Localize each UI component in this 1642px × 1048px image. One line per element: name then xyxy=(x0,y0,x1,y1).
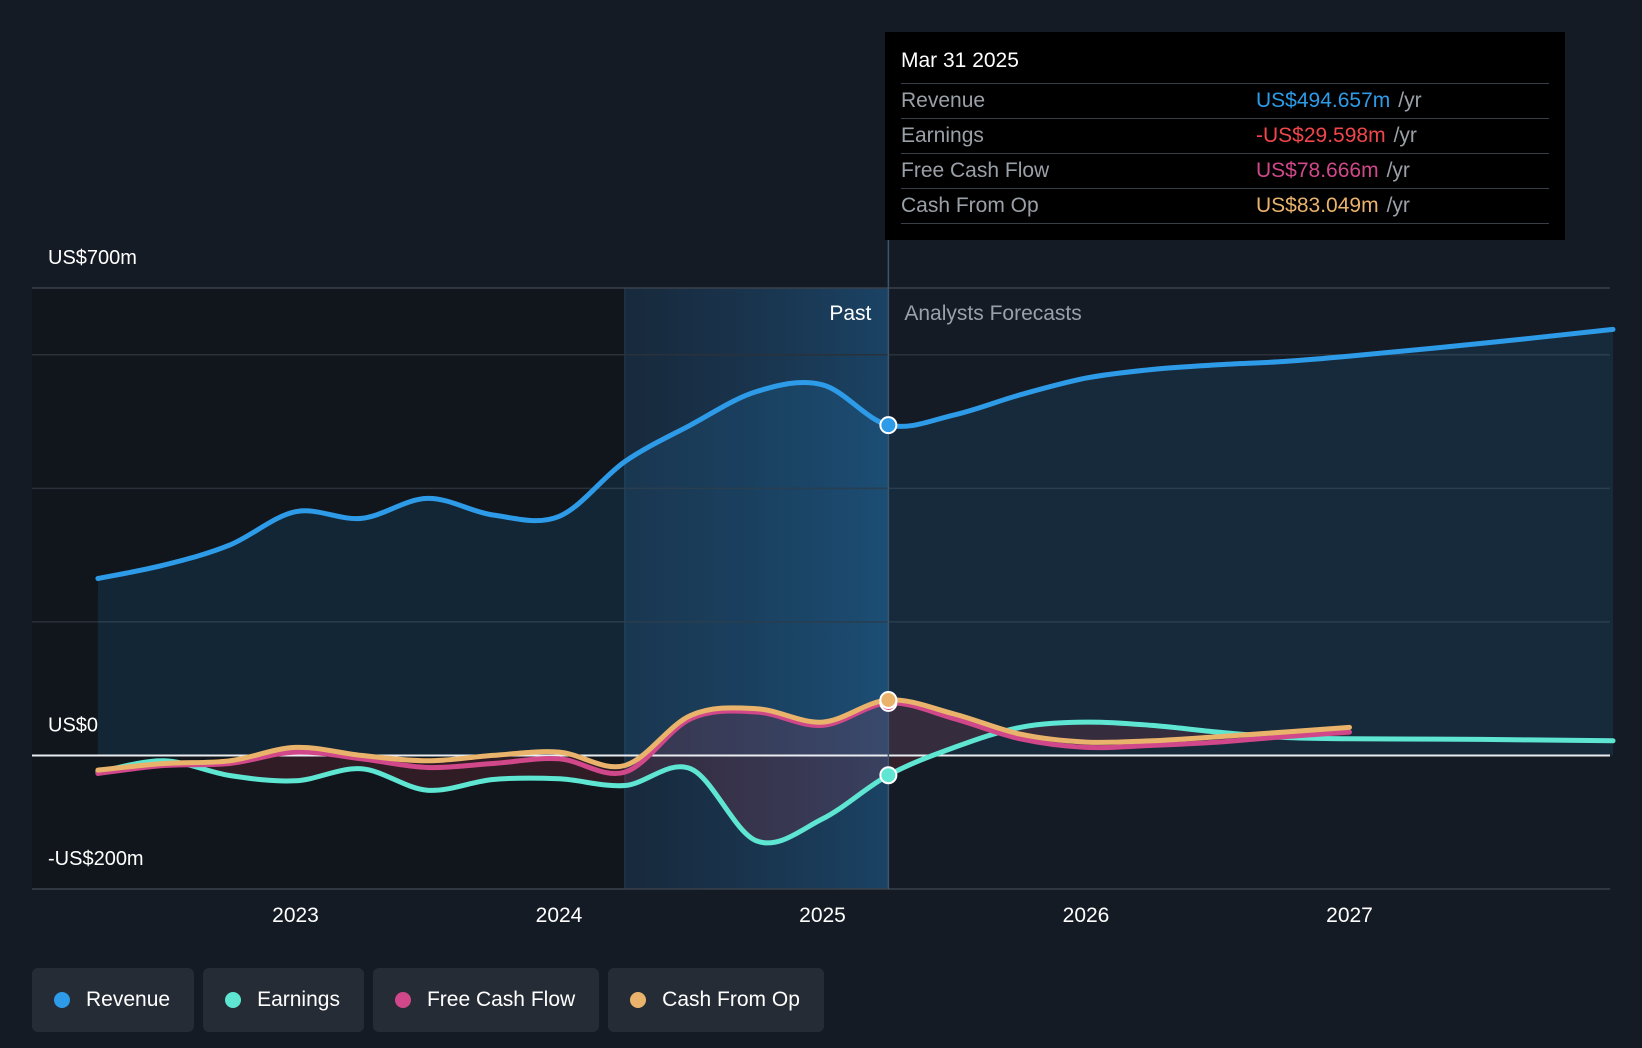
x-tick-label: 2025 xyxy=(799,904,846,927)
tooltip-row-earnings: Earnings -US$29.598m /yr xyxy=(901,119,1549,154)
tooltip-label: Earnings xyxy=(901,124,984,147)
tooltip-row-free-cash-flow: Free Cash Flow US$78.666m /yr xyxy=(901,154,1549,189)
tooltip-value: -US$29.598m xyxy=(1256,124,1386,147)
past-label: Past xyxy=(829,302,871,325)
revenue-area xyxy=(97,329,1613,756)
legend-item-free-cash-flow[interactable]: Free Cash Flow xyxy=(372,968,600,1032)
x-tick-label: 2026 xyxy=(1063,904,1110,927)
legend-label: Revenue xyxy=(86,988,171,1011)
y-axis-label: US$0 xyxy=(48,714,98,736)
earnings-marker xyxy=(879,766,898,785)
tooltip-date: Mar 31 2025 xyxy=(901,46,1549,84)
pre-past-background xyxy=(32,288,625,889)
tooltip-unit: /yr xyxy=(1393,124,1417,147)
legend-dot-icon xyxy=(225,992,242,1008)
legend-item-cash-from-op[interactable]: Cash From Op xyxy=(608,968,824,1032)
past-region-highlight xyxy=(624,288,889,889)
chart-legend: Revenue Earnings Free Cash Flow Cash Fro… xyxy=(32,968,824,1032)
free-cash-flow-line xyxy=(95,700,1352,776)
x-tick-label: 2023 xyxy=(272,904,319,927)
cash-from-op-marker xyxy=(879,690,898,709)
legend-dot-icon xyxy=(630,992,647,1008)
x-tick-label: 2027 xyxy=(1326,904,1373,927)
legend-item-revenue[interactable]: Revenue xyxy=(32,968,195,1032)
tooltip-row-cash-from-op: Cash From Op US$83.049m /yr xyxy=(901,189,1549,224)
legend-item-earnings[interactable]: Earnings xyxy=(203,968,364,1032)
tooltip-unit: /yr xyxy=(1386,194,1410,217)
forecast-label: Analysts Forecasts xyxy=(904,302,1081,325)
revenue-line xyxy=(95,326,1616,581)
legend-dot-icon xyxy=(54,992,70,1008)
y-axis-label: US$700m xyxy=(48,247,137,269)
tooltip-row-revenue: Revenue US$494.657m /yr xyxy=(901,84,1549,119)
tooltip-value: US$83.049m xyxy=(1256,194,1379,217)
legend-label: Earnings xyxy=(257,988,340,1011)
tooltip-value: US$78.666m xyxy=(1256,159,1379,182)
tooltip-unit: /yr xyxy=(1386,159,1410,182)
tooltip-label: Revenue xyxy=(901,89,986,112)
cash-from-op-line xyxy=(95,697,1352,773)
tooltip-label: Cash From Op xyxy=(901,194,1039,217)
tooltip-value: US$494.657m xyxy=(1256,89,1391,112)
legend-label: Free Cash Flow xyxy=(426,988,576,1011)
data-tooltip: Mar 31 2025 Revenue US$494.657m /yr Earn… xyxy=(885,32,1565,240)
legend-dot-icon xyxy=(394,992,411,1008)
y-axis-label: -US$200m xyxy=(48,848,144,870)
legend-label: Cash From Op xyxy=(662,988,800,1011)
tooltip-unit: /yr xyxy=(1398,89,1422,112)
revenue-marker xyxy=(879,416,898,435)
tooltip-label: Free Cash Flow xyxy=(901,159,1050,182)
x-tick-label: 2024 xyxy=(536,904,583,927)
